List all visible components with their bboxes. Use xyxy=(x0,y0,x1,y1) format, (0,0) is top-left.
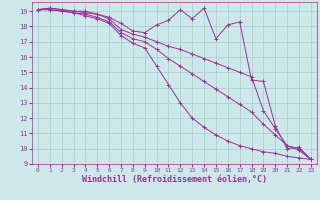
X-axis label: Windchill (Refroidissement éolien,°C): Windchill (Refroidissement éolien,°C) xyxy=(82,175,267,184)
